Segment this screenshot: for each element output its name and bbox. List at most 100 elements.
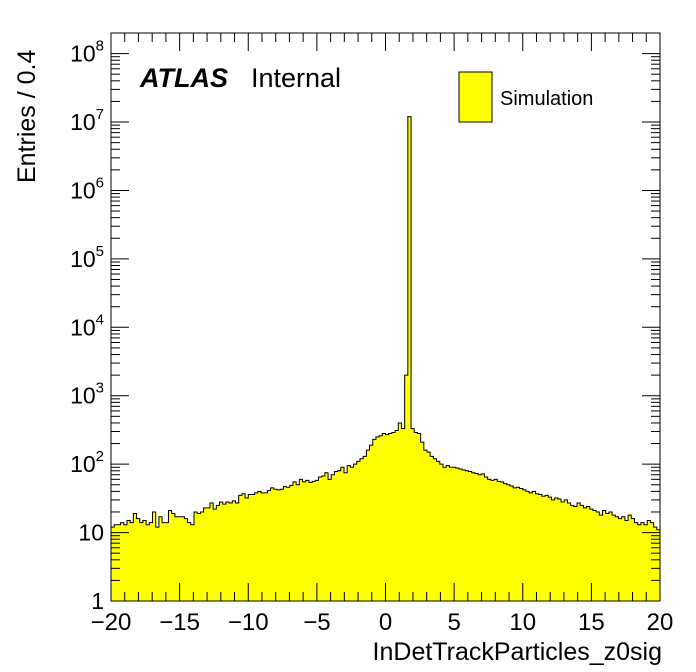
x-tick-label: 10: [509, 609, 536, 636]
x-tick-label: 0: [379, 609, 392, 636]
histogram-bin: [254, 492, 259, 601]
histogram-bin: [193, 511, 198, 601]
histogram-bin: [261, 492, 265, 601]
histogram-bin: [545, 495, 549, 601]
histogram-bin: [369, 445, 374, 601]
histogram-bin: [577, 503, 581, 601]
histogram-bin: [344, 472, 348, 601]
histogram-bin: [602, 510, 607, 601]
histogram-bin: [592, 510, 597, 601]
histogram-bin: [557, 498, 562, 601]
histogram-bin: [321, 476, 326, 601]
histogram-bin: [442, 467, 447, 601]
histogram-bin: [458, 468, 463, 601]
histogram-bin: [608, 511, 613, 601]
histogram-bin: [513, 487, 517, 601]
histogram-bin: [152, 511, 157, 601]
histogram-bin: [139, 522, 144, 601]
histogram-bin: [197, 513, 201, 601]
y-tick-label: 1: [91, 588, 104, 614]
histogram-bin: [420, 442, 425, 601]
histogram-bin: [497, 481, 502, 601]
histogram-bin: [484, 476, 489, 601]
histogram-bin: [554, 498, 559, 601]
histogram-bin: [487, 479, 492, 601]
histogram-bin: [385, 434, 390, 601]
histogram-bin: [516, 487, 521, 601]
histogram-bin: [251, 494, 256, 601]
y-tick-label: 10: [78, 520, 104, 546]
histogram-bin: [535, 493, 540, 601]
histogram-bin: [589, 509, 594, 601]
histogram-bin: [522, 489, 527, 601]
histogram-bin: [318, 476, 323, 601]
histogram-bin: [624, 520, 629, 601]
atlas-sublabel: Internal: [251, 63, 341, 93]
histogram-bin: [315, 480, 320, 601]
histogram-bin: [541, 496, 546, 601]
histogram-bin: [302, 481, 307, 601]
x-tick-label: 15: [578, 609, 605, 636]
histogram-bin: [114, 524, 118, 601]
histogram-bin: [308, 482, 313, 601]
histogram-bin: [621, 516, 626, 601]
histogram-bin: [146, 524, 150, 601]
histogram-bin: [363, 456, 367, 601]
histogram-bin: [615, 516, 620, 601]
histogram-bin: [423, 450, 428, 601]
histogram-bin: [395, 430, 399, 601]
histogram-bin: [532, 491, 537, 601]
histogram-bin: [126, 520, 131, 601]
y-axis-title: Entries / 0.4: [13, 50, 41, 183]
histogram-bin: [235, 503, 240, 601]
histogram-bin: [401, 428, 406, 601]
histogram-bin: [222, 504, 227, 601]
histogram-bin: [136, 518, 141, 601]
histogram-bin: [350, 467, 355, 601]
histogram-bin: [111, 527, 115, 601]
legend-entry-simulation: Simulation: [500, 88, 593, 110]
histogram-bin: [561, 501, 565, 601]
histogram-bin: [286, 487, 291, 601]
x-tick-label: −5: [303, 609, 330, 636]
x-tick-label: −15: [159, 609, 200, 636]
histogram-bin: [328, 479, 332, 601]
histogram-bin: [375, 436, 380, 601]
histogram-bin: [155, 527, 160, 601]
histogram-bin: [650, 522, 655, 601]
histogram-bin: [430, 456, 434, 601]
histogram-bin: [149, 522, 154, 601]
histogram-bin: [283, 486, 288, 601]
histogram-bin: [634, 522, 639, 601]
histogram-bin: [356, 461, 361, 601]
histogram-bin: [203, 507, 208, 601]
histogram-bin: [216, 505, 221, 601]
histogram-bin: [446, 465, 450, 601]
atlas-label: ATLAS: [139, 63, 228, 93]
histogram-bin: [187, 522, 192, 601]
histogram-bin: [200, 511, 205, 601]
histogram-bin: [359, 458, 364, 601]
histogram-bin: [331, 474, 336, 601]
histogram-bin: [567, 503, 572, 601]
y-tick-label: 102: [70, 448, 104, 477]
histogram-outline: [110, 116, 661, 601]
histogram-bin: [123, 524, 128, 601]
histogram-bin: [264, 492, 269, 601]
histogram-bin: [455, 467, 460, 601]
histogram-bin: [436, 461, 441, 601]
histogram-bin: [248, 494, 253, 601]
histogram-bin: [599, 515, 604, 601]
histogram-bin: [452, 467, 457, 601]
histogram-bin: [372, 439, 377, 601]
histogram-bin: [586, 506, 591, 601]
histogram-bin: [471, 472, 476, 601]
y-tick-label: 108: [70, 38, 104, 67]
histogram-bin: [305, 480, 310, 601]
histogram-bin: [117, 524, 122, 601]
histogram-bin: [366, 450, 371, 601]
histogram-bin: [519, 488, 524, 601]
histogram-bin: [340, 467, 345, 601]
histogram-bin: [379, 435, 383, 601]
